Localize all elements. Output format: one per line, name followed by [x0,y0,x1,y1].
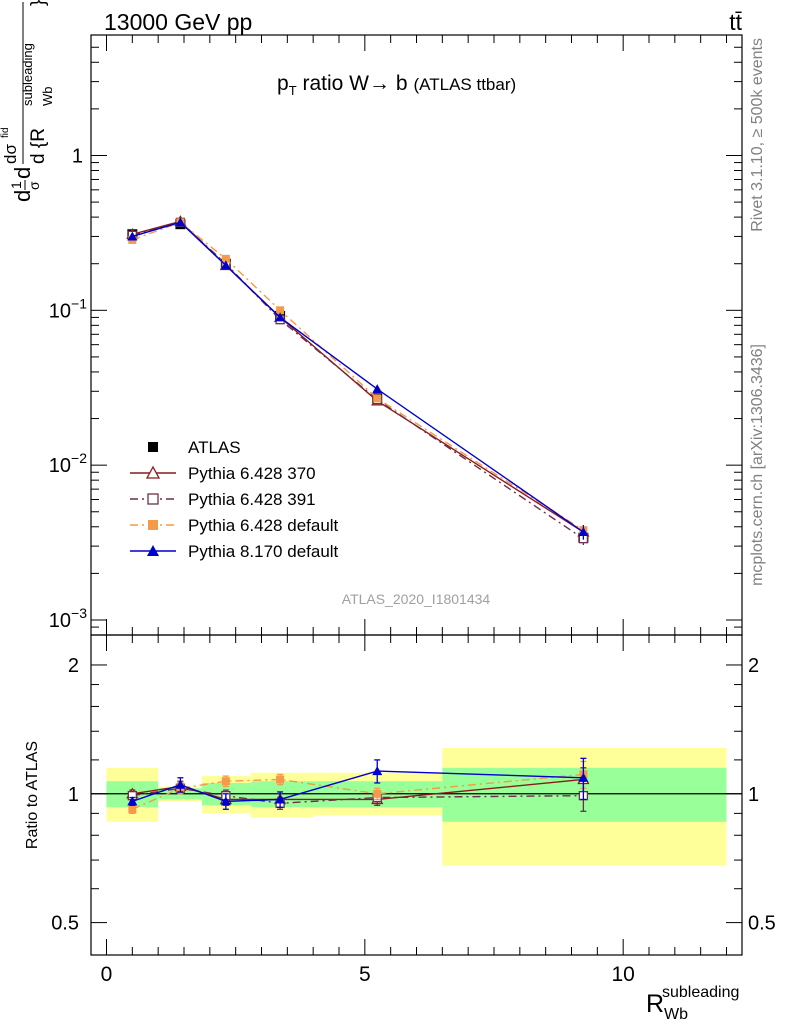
legend-marker [145,465,161,479]
x-axis-label: R subleading Wb [646,984,739,1023]
legend-entry: Pythia 6.428 370 [130,464,316,483]
legend-entry: Pythia 8.170 default [130,542,339,561]
ylabel-dsigma: dσ [1,144,20,164]
legend-marker [148,520,158,530]
legend-entry: ATLAS [148,438,241,457]
main-ytick-label: 1 [72,145,83,167]
ratio-series-line [132,770,584,803]
main-series-4 [127,217,589,540]
ratio-series [126,757,590,815]
ratio-ytick-label-left: 2 [68,655,79,677]
ratio-ytick-label-left: 0.5 [51,913,79,935]
header-energy-label: 13000 GeV pp [104,9,252,35]
ratio-ylabel: Ratio to ATLAS [24,741,41,849]
xlabel-sup: subleading [662,984,739,1001]
legend-label: ATLAS [188,438,241,457]
xlabel-sub: Wb [664,1006,688,1023]
ratio-series-line [132,773,584,810]
legend: ATLAS Pythia 6.428 370 Pythia 6.428 391 Pyt… [130,438,339,561]
ylabel-sup: subleading [20,43,35,106]
ratio-ytick-label-right: 2 [748,655,759,677]
ylabel-dr: d {R [28,128,49,164]
ratio-bands [106,747,727,866]
ratio-point [373,789,382,798]
legend-marker [147,493,159,505]
ylabel-one: 1 [8,181,24,189]
main-point [275,312,286,322]
ylabel-d1: d [10,190,35,202]
ratio-point [372,766,383,776]
ratio-point [175,779,186,789]
main-title: pT ratio W→ b (ATLAS ttbar) [277,72,516,98]
main-ylabel: d 1 σ d dσ fid d {R subleading Wb } [0,0,55,202]
axis-ticks: 10−310−210−110 5 100.5 0.51 12 2 [49,34,776,986]
ratio-ytick-label-left: 1 [68,784,79,806]
ratio-point [127,796,138,806]
ylabel-d2: d [10,167,35,179]
main-series-3 [128,218,588,536]
analysis-watermark: ATLAS_2020_I1801434 [342,591,491,607]
legend-entry: Pythia 6.428 391 [130,490,316,509]
ratio-point [221,777,230,786]
ratio-point [128,805,137,814]
ratio-series-3 [127,757,589,810]
legend-marker [147,545,159,556]
rivet-version-label: Rivet 3.1.10, ≥ 500k events [749,38,766,232]
ylabel-close: } [28,0,49,6]
main-ytick-label: 10−1 [49,295,87,322]
main-ytick-label: 10−2 [49,450,87,477]
ratio-point [276,775,285,784]
header-process-label: tt̄ [729,9,742,35]
main-ytick-label: 10−3 [49,605,87,632]
main-point [373,394,382,403]
ratio-ytick-label-right: 0.5 [748,913,776,935]
main-point [175,217,186,227]
legend-entry: Pythia 6.428 default [130,516,339,535]
xtick-label: 10 [611,963,634,986]
legend-label: Pythia 8.170 default [188,542,339,561]
ratio-ytick-label-right: 1 [748,784,759,806]
main-point [578,527,589,537]
ratio-point [220,796,231,806]
main-series [126,215,590,546]
ylabel-sub: Wb [40,87,55,107]
main-point [220,260,231,270]
legend-label: Pythia 6.428 default [188,516,339,535]
legend-label: Pythia 6.428 370 [188,464,316,483]
main-point [221,254,230,263]
ratio-point [578,772,589,782]
main-point [127,231,138,241]
ylabel-fid: fid [0,127,11,138]
ratio-point [275,794,286,804]
main-point [372,384,383,394]
xtick-label: 5 [359,963,371,986]
main-point [276,306,285,315]
mcplots-label: mcplots.cern.ch [arXiv:1306.3436] [749,344,766,586]
ratio-series-line [132,787,584,805]
ylabel-sigma: σ [26,181,42,190]
legend-marker [148,442,158,452]
main-series-line [132,221,584,531]
main-series-line [132,221,584,533]
xlabel-r: R [646,990,664,1018]
xtick-label: 0 [101,963,113,986]
legend-label: Pythia 6.428 391 [188,490,316,509]
